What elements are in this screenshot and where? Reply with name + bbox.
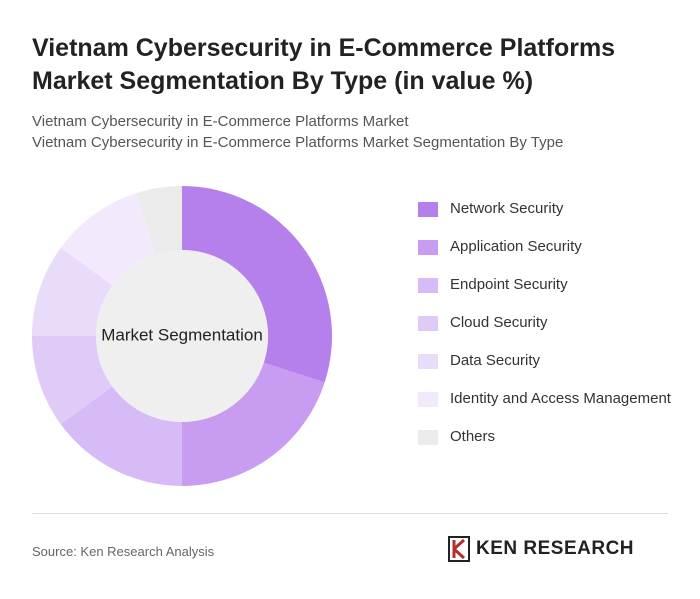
donut-segment	[135, 186, 182, 255]
legend-swatch	[418, 278, 438, 293]
donut-segment	[32, 247, 113, 336]
legend-swatch	[418, 240, 438, 255]
legend-item: Data Security	[418, 350, 678, 372]
legend-swatch	[418, 354, 438, 369]
legend-label: Others	[450, 428, 496, 445]
legend-swatch	[418, 202, 438, 217]
center-label: Market Segmentation	[101, 325, 263, 344]
donut-segment	[60, 386, 183, 486]
logo	[448, 536, 470, 562]
legend-label: Identity and Access Management	[450, 390, 671, 407]
source: Source: Ken Research Analysis	[32, 544, 215, 559]
subtitle: Vietnam Cybersecurity in E-Commerce Plat…	[32, 134, 564, 151]
legend-item: Network Security	[418, 198, 678, 220]
brand: KEN RESEARCH	[448, 536, 634, 562]
divider	[32, 513, 668, 514]
legend-label: Cloud Security	[450, 314, 548, 331]
legend-label: Data Security	[450, 352, 541, 369]
legend-item: Application Security	[418, 236, 678, 258]
donut-segment	[182, 186, 332, 383]
subtitle: Vietnam Cybersecurity in E-Commerce Plat…	[32, 113, 409, 130]
donut-segment	[32, 336, 113, 425]
legend-item: Identity and Access Management	[418, 388, 678, 410]
legend-item: Others	[418, 426, 678, 448]
legend-swatch	[418, 430, 438, 445]
legend: Network Security Application Security Endp…	[418, 198, 678, 464]
donut-segment	[182, 362, 325, 487]
legend-label: Endpoint Security	[450, 276, 568, 293]
title: Vietnam Cybersecurity in E-Commerce Plat…	[32, 34, 616, 95]
donut-hole	[96, 250, 268, 422]
legend-swatch	[418, 316, 438, 331]
legend-swatch	[418, 392, 438, 407]
legend-item: Cloud Security	[418, 312, 678, 334]
legend-label: Application Security	[450, 238, 582, 255]
legend-item: Endpoint Security	[418, 274, 678, 296]
legend-label: Network Security	[450, 200, 564, 217]
donut-segment	[60, 193, 156, 286]
brand-name: KEN RESEARCH	[476, 538, 635, 559]
donut-chart: Market Segmentation	[32, 186, 332, 487]
